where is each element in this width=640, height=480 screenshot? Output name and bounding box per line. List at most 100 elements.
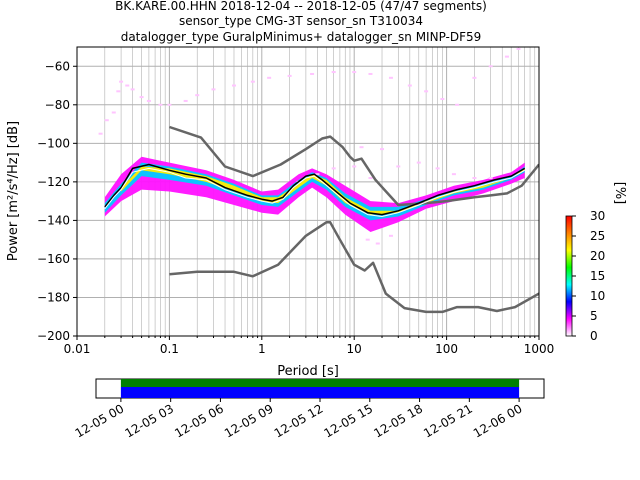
outlier-point bbox=[130, 88, 135, 91]
outlier-points bbox=[98, 47, 521, 245]
title-line-2: sensor_type CMG-3T sensor_sn T310034 bbox=[179, 14, 423, 28]
outlier-point bbox=[365, 238, 370, 241]
outlier-point bbox=[516, 47, 521, 50]
y-tick-label: −80 bbox=[45, 98, 70, 112]
series-mode bbox=[104, 167, 525, 217]
outlier-point bbox=[424, 90, 429, 93]
timeline-tick-label: 12-05 03 bbox=[122, 401, 176, 440]
outlier-point bbox=[455, 103, 460, 106]
outlier-point bbox=[388, 76, 393, 79]
outlier-point bbox=[310, 72, 315, 75]
chart-title: BK.KARE.00.HHN 2018-12-04 -- 2018-12-05 … bbox=[115, 0, 487, 44]
outlier-point bbox=[158, 103, 163, 106]
colorbar-tick-label: 10 bbox=[590, 289, 605, 303]
outlier-point bbox=[146, 99, 151, 102]
outlier-point bbox=[125, 84, 130, 87]
outlier-point bbox=[440, 98, 445, 101]
timeline-data-bar bbox=[120, 387, 520, 398]
outlier-point bbox=[396, 165, 401, 168]
outlier-point bbox=[488, 65, 493, 68]
y-tick-label: −200 bbox=[37, 329, 70, 343]
series-model-high bbox=[169, 125, 539, 207]
x-tick-label: 1000 bbox=[524, 342, 555, 356]
colorbar-tick-label: 15 bbox=[590, 269, 605, 283]
timeline-bars bbox=[120, 379, 520, 398]
plot-frame bbox=[76, 46, 540, 337]
outlier-point bbox=[267, 76, 272, 79]
timeline-tick-label: 12-05 06 bbox=[172, 401, 226, 440]
colorbar-gradient bbox=[565, 215, 573, 337]
outlier-point bbox=[359, 146, 364, 149]
x-tick-label: 0.1 bbox=[160, 342, 179, 356]
outlier-point bbox=[231, 84, 236, 87]
outlier-point bbox=[287, 74, 292, 77]
outlier-point bbox=[167, 103, 172, 106]
outlier-point bbox=[380, 148, 385, 151]
timeline-tick-label: 12-05 18 bbox=[371, 401, 425, 440]
x-axis-ticks: 0.01 0.1 1 10 100 1000 bbox=[64, 336, 555, 356]
outlier-point bbox=[195, 94, 200, 97]
series-lines bbox=[104, 125, 539, 314]
timeline-tick-label: 12-05 00 bbox=[73, 401, 127, 440]
y-tick-label: −160 bbox=[37, 252, 70, 266]
y-tick-label: −140 bbox=[37, 213, 70, 227]
y-tick-label: −180 bbox=[37, 290, 70, 304]
outlier-point bbox=[104, 119, 109, 122]
outlier-point bbox=[331, 167, 336, 170]
y-axis-ticks: −60 −80 −100 −120 −140 −160 −180 −200 bbox=[37, 59, 77, 343]
outlier-point bbox=[119, 80, 124, 83]
outlier-point bbox=[451, 173, 456, 176]
timeline-tick-label: 12-05 09 bbox=[222, 401, 276, 440]
x-tick-label: 0.01 bbox=[64, 342, 91, 356]
outlier-point bbox=[250, 80, 255, 83]
title-line-3: datalogger_type GuralpMinimus+ datalogge… bbox=[121, 30, 482, 44]
timeline-tick-label: 12-05 21 bbox=[421, 401, 475, 440]
outlier-point bbox=[139, 96, 144, 99]
colorbar-tick-label: 25 bbox=[590, 229, 605, 243]
x-axis-label: Period [s] bbox=[277, 364, 339, 379]
y-tick-label: −120 bbox=[37, 175, 70, 189]
outlier-point bbox=[407, 84, 412, 87]
outlier-point bbox=[331, 71, 336, 74]
density-band bbox=[104, 162, 525, 221]
x-tick-label: 100 bbox=[435, 342, 458, 356]
colorbar: 0 5 10 15 20 25 30 [%] bbox=[565, 182, 627, 343]
outlier-point bbox=[472, 76, 477, 79]
colorbar-ticks: 0 5 10 15 20 25 30 bbox=[572, 209, 605, 343]
outlier-point bbox=[488, 177, 493, 180]
outlier-point bbox=[388, 234, 393, 237]
outlier-point bbox=[183, 99, 188, 102]
outlier-point bbox=[368, 177, 373, 180]
psd-plot-area: 0.01 0.1 1 10 100 1000 −60 −80 −100 −120 −140 −160… bbox=[6, 46, 555, 379]
outlier-point bbox=[111, 111, 116, 114]
y-axis-label: Power [m²/s⁴/Hz] [dB] bbox=[6, 121, 21, 261]
series-mean bbox=[104, 163, 526, 216]
outlier-point bbox=[416, 161, 421, 164]
y-tick-label: −100 bbox=[37, 136, 70, 150]
colorbar-tick-label: 30 bbox=[590, 209, 605, 223]
outlier-point bbox=[375, 242, 380, 245]
outlier-point bbox=[116, 90, 121, 93]
colorbar-label: [%] bbox=[612, 182, 627, 205]
timeline-tick-label: 12-05 15 bbox=[322, 401, 376, 440]
outlier-point bbox=[211, 88, 216, 91]
timeline-tick-label: 12-05 12 bbox=[272, 401, 326, 440]
y-tick-label: −60 bbox=[45, 59, 70, 73]
outlier-point bbox=[368, 72, 373, 75]
series-model-low bbox=[169, 221, 539, 314]
title-line-1: BK.KARE.00.HHN 2018-12-04 -- 2018-12-05 … bbox=[115, 0, 487, 13]
outlier-point bbox=[504, 55, 509, 58]
colorbar-tick-label: 20 bbox=[590, 249, 605, 263]
outlier-point bbox=[472, 177, 477, 180]
x-tick-label: 1 bbox=[258, 342, 266, 356]
outlier-point bbox=[435, 167, 440, 170]
x-tick-label: 10 bbox=[347, 342, 362, 356]
outlier-point bbox=[352, 71, 357, 74]
outlier-point bbox=[98, 132, 103, 135]
colorbar-tick-label: 0 bbox=[590, 329, 598, 343]
timeline-tick-label: 12-06 00 bbox=[471, 401, 525, 440]
colorbar-tick-label: 5 bbox=[590, 309, 598, 323]
